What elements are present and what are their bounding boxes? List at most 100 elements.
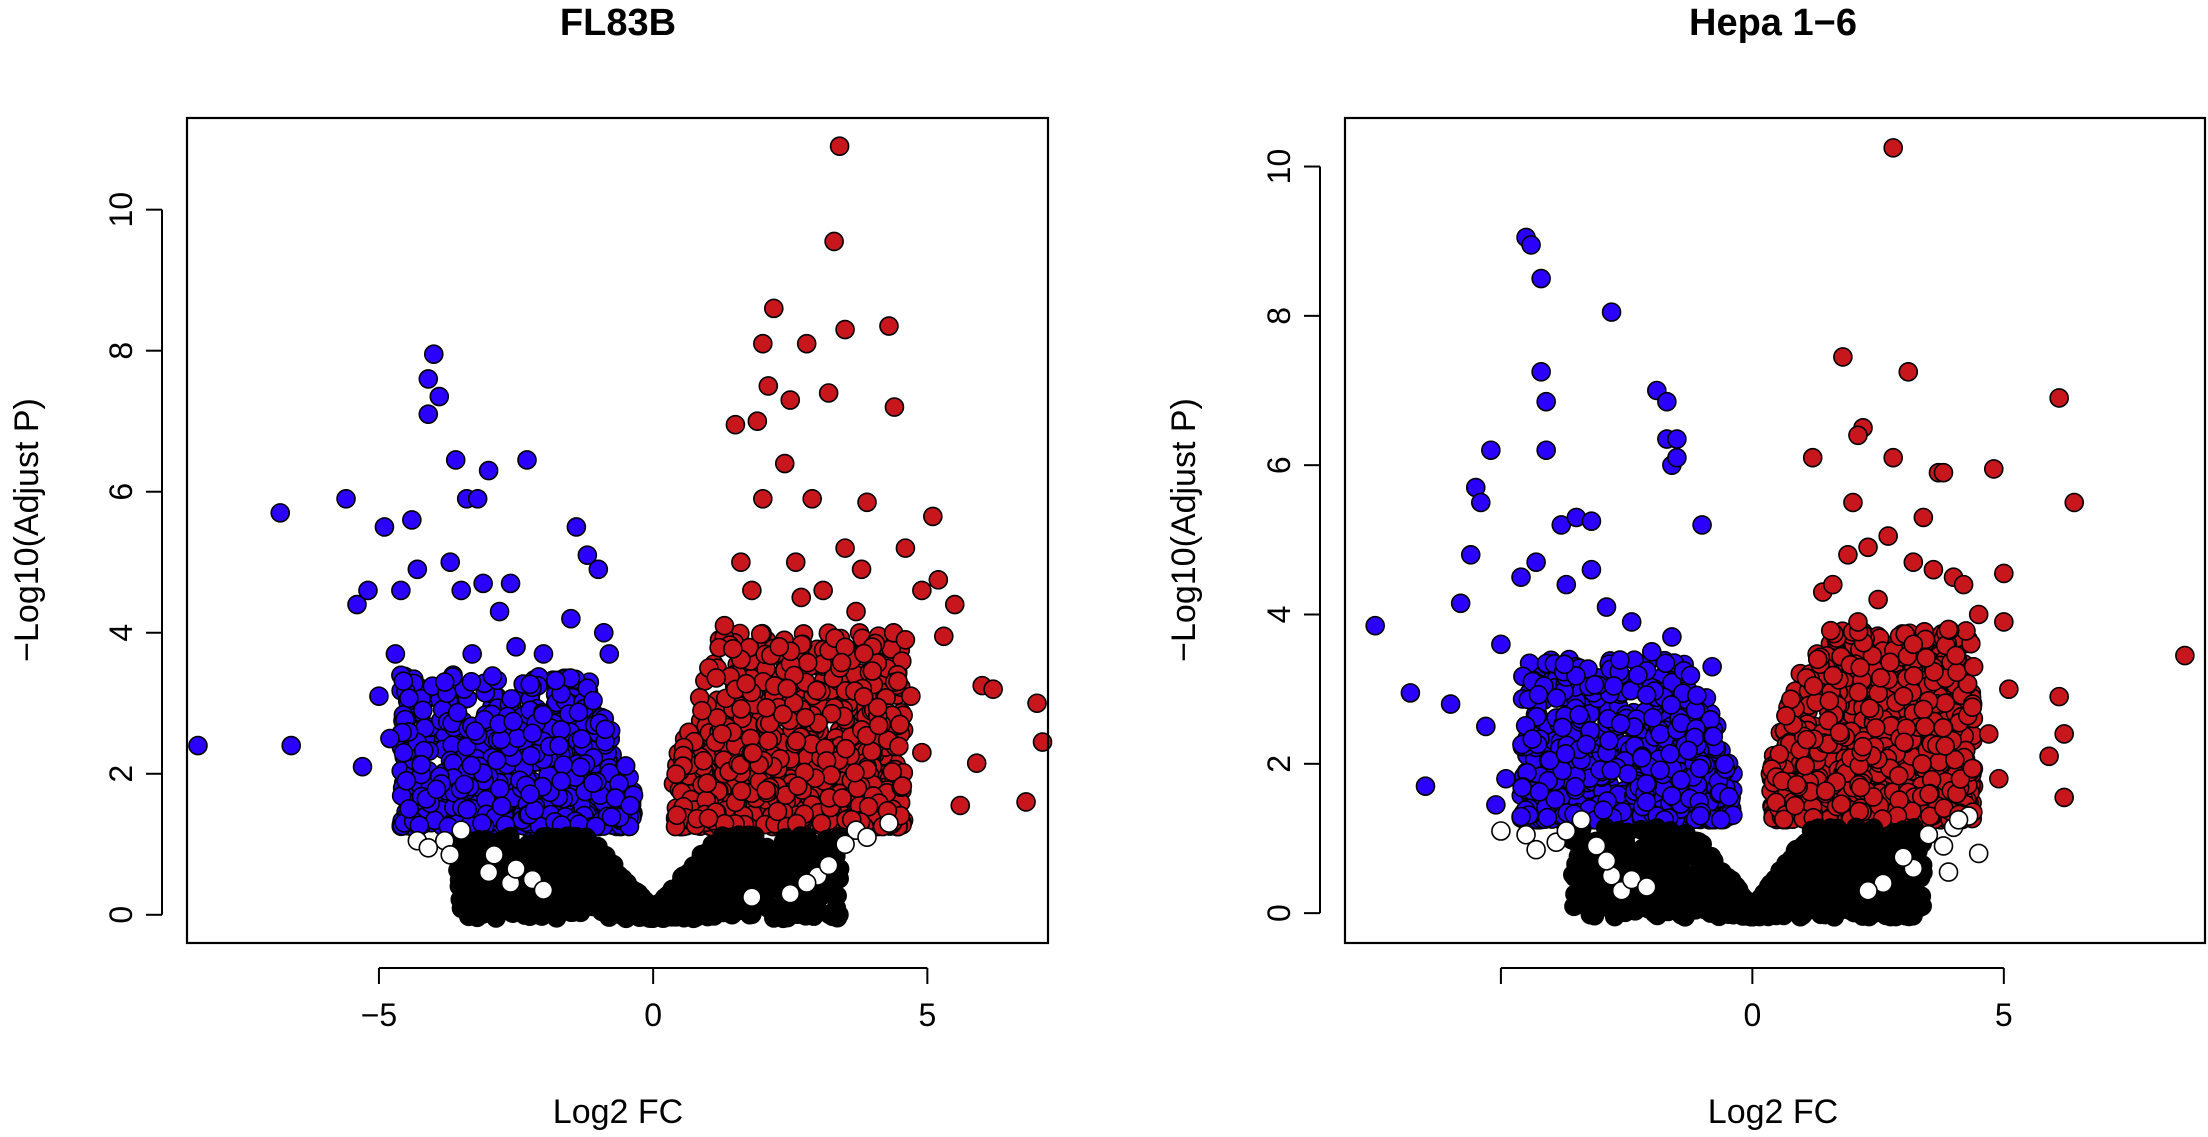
ns-dense-point xyxy=(530,845,551,865)
down-cloud-point xyxy=(399,798,419,819)
down-cloud-point xyxy=(447,702,468,723)
down-cloud-point xyxy=(501,689,522,709)
ns-dense-point xyxy=(599,888,620,908)
up-cloud-point xyxy=(1912,754,1932,774)
down-cloud-point xyxy=(1528,684,1549,705)
up-cloud-point xyxy=(1803,676,1824,696)
ns-dense-point xyxy=(1647,833,1667,854)
down-cloud-point xyxy=(1631,748,1652,768)
ns-point xyxy=(418,838,439,858)
up-point xyxy=(796,333,817,354)
up-cloud-point xyxy=(862,661,883,681)
down-cloud-point xyxy=(1703,726,1724,747)
down-cloud-point xyxy=(1680,665,1701,686)
x-axis-label: Log2 FC xyxy=(1708,1093,1838,1131)
up-point xyxy=(950,795,971,816)
up-cloud-point xyxy=(1848,682,1869,703)
ns-dense-point xyxy=(546,827,567,848)
up-point xyxy=(846,601,866,622)
ns-dense-point xyxy=(716,847,736,867)
down-point xyxy=(440,552,461,573)
down-point xyxy=(423,344,444,365)
up-point xyxy=(890,714,910,735)
up-cloud-point xyxy=(777,678,798,699)
ns-point xyxy=(478,862,499,883)
up-point xyxy=(895,629,916,650)
up-cloud-point xyxy=(806,680,827,701)
up-cloud-point xyxy=(693,750,714,771)
down-cloud-point xyxy=(570,757,591,777)
down-cloud-point xyxy=(1636,685,1657,705)
ns-point xyxy=(533,880,554,900)
y-tick-label: 0 xyxy=(103,906,139,924)
up-point xyxy=(983,679,1003,699)
ns-point xyxy=(818,855,839,876)
down-cloud-point xyxy=(553,755,574,775)
panel-hepa: Hepa 1−6 Log2 FC −Log10(Adjust P) 0 50246… xyxy=(1165,2,2207,1131)
ns-point xyxy=(796,873,817,893)
up-cloud-point xyxy=(1933,718,1953,738)
ns-dense-point xyxy=(827,906,848,926)
up-point xyxy=(928,570,949,590)
down-point xyxy=(380,728,400,749)
x-tick-label: −5 xyxy=(361,997,397,1033)
up-cloud-point xyxy=(742,743,763,763)
up-cloud-point xyxy=(1820,620,1841,641)
ns-dense-point xyxy=(503,893,524,914)
up-cloud-point xyxy=(758,730,779,751)
up-cloud-point xyxy=(1962,697,1983,717)
down-cloud-point xyxy=(461,671,482,692)
up-cloud-point xyxy=(1903,665,1924,686)
down-cloud-point xyxy=(503,711,523,732)
down-cloud-point xyxy=(520,674,541,695)
down-cloud-point xyxy=(1661,785,1682,806)
down-cloud-point xyxy=(1552,717,1573,738)
down-cloud-point xyxy=(583,773,603,793)
up-point xyxy=(747,411,768,432)
down-cloud-point xyxy=(1628,665,1648,685)
up-cloud-point xyxy=(1935,736,1955,756)
down-point xyxy=(445,450,466,470)
down-cloud-point xyxy=(1710,809,1731,830)
up-cloud-point xyxy=(1889,790,1909,810)
down-cloud-point xyxy=(1671,770,1691,790)
up-cloud-point xyxy=(795,707,816,728)
up-point xyxy=(895,538,916,558)
up-point xyxy=(731,552,751,573)
ns-point xyxy=(484,845,504,865)
ns-dense-point xyxy=(577,829,597,849)
up-cloud-point xyxy=(1776,705,1796,726)
down-point xyxy=(407,559,428,580)
up-cloud-point xyxy=(1915,716,1935,737)
ns-point xyxy=(742,887,762,907)
ns-dense-point xyxy=(1608,820,1629,841)
down-cloud-point xyxy=(601,807,622,827)
down-cloud-point xyxy=(1569,705,1589,725)
plot-area xyxy=(188,136,1053,929)
down-cloud-point xyxy=(520,745,541,766)
y-tick-label: 6 xyxy=(103,483,139,501)
down-cloud-point xyxy=(1565,776,1585,797)
y-axis-label: −Log10(Adjust P) xyxy=(1165,398,1203,662)
up-cloud-point xyxy=(1786,774,1807,795)
up-cloud-point xyxy=(1852,736,1873,757)
up-cloud-point xyxy=(731,699,751,719)
up-point xyxy=(742,580,762,601)
up-point xyxy=(944,594,965,615)
y-tick-label: 4 xyxy=(103,624,139,642)
up-cloud-point xyxy=(797,652,818,673)
down-cloud-point xyxy=(533,704,553,725)
up-cloud-point xyxy=(1795,755,1816,776)
ns-dense-point xyxy=(571,853,591,873)
down-point xyxy=(506,637,526,657)
down-cloud-point xyxy=(1546,688,1567,708)
ns-dense-point xyxy=(721,870,742,891)
x-tick-label: 0 xyxy=(644,997,662,1033)
ns-dense-point xyxy=(699,870,720,890)
down-cloud-point xyxy=(491,796,512,816)
up-point xyxy=(824,231,844,252)
ns-dense-point xyxy=(750,853,770,874)
down-point xyxy=(429,386,450,407)
down-point xyxy=(599,644,620,664)
down-cloud-point xyxy=(454,774,475,795)
